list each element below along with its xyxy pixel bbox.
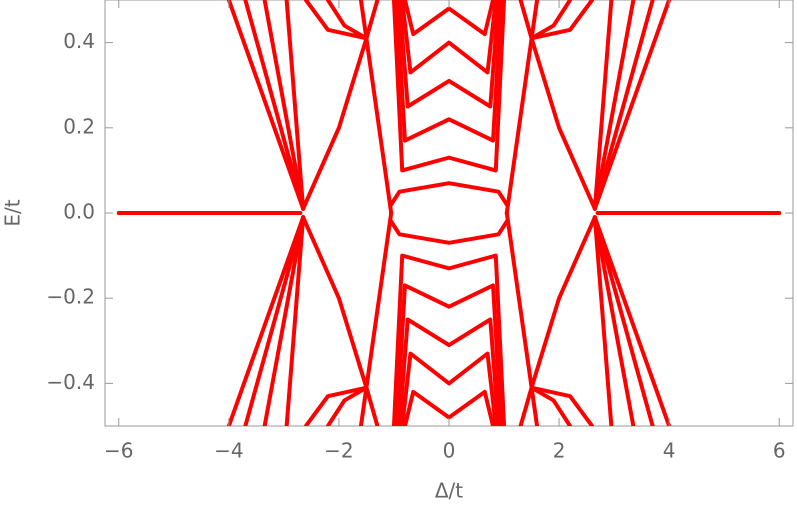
spectrum-line [529,385,573,426]
x-tick-label: 2 [553,439,566,463]
spectrum-line [394,0,504,143]
spectrum-line [284,215,306,426]
spectrum-line [504,211,540,426]
spectrum-line [389,219,509,245]
x-tick-label: −6 [104,439,133,463]
spectrum-line [592,215,636,426]
spectrum-line [592,215,614,426]
spectrum-line [529,385,595,426]
x-tick-label: −4 [214,439,243,463]
spectrum-line [592,215,655,426]
y-tick-label: 0.0 [63,200,95,224]
plot-area [116,0,782,426]
y-axis-label: E/t [1,199,25,226]
spectrum-line [301,215,369,390]
spectrum-line [529,0,595,41]
x-tick-label: 0 [443,439,456,463]
spectrum-line [592,215,672,426]
spectrum-line [325,385,369,426]
spectrum-line [529,36,597,211]
spectrum-line [284,0,306,211]
spectrum-line [592,0,672,211]
spectrum-line [592,0,655,211]
spectrum-line [364,0,380,41]
x-tick-label: −2 [324,439,353,463]
spectrum-line [397,317,501,426]
spectrum-line [391,0,507,173]
x-tick-label: 4 [663,439,676,463]
spectrum-line [358,0,394,215]
spectrum-line [504,0,540,215]
spectrum-line [262,0,306,211]
spectrum-line [303,385,369,426]
spectrum-line [402,0,496,37]
spectrum-line [325,0,369,41]
spectrum-line [301,36,369,211]
spectrum-line [518,385,534,426]
spectrum-line [226,215,306,426]
spectrum-line [400,351,498,426]
spectrum-line [529,0,573,41]
spectrum-line [226,0,306,211]
y-tick-label: −0.4 [46,370,95,394]
spectrum-line [364,385,380,426]
x-axis-label: Δ/t [435,479,463,503]
spectrum-line [358,211,394,426]
spectrum-line [303,0,369,41]
spectrum-line [592,0,636,211]
spectrum-line [400,0,498,75]
spectrum-line [518,0,534,41]
x-tick-label: 6 [773,439,786,463]
spectrum-line [402,389,496,426]
spectrum-line [262,215,306,426]
y-tick-label: 0.2 [63,114,95,138]
spectrum-line [243,0,306,211]
spectrum-line [243,215,306,426]
spectrum-line [397,0,501,109]
spectrum-line [592,0,614,211]
spectrum-line [394,283,504,426]
spectrum-line [529,215,597,390]
spectrum-line [391,253,507,426]
y-tick-label: −0.2 [46,285,95,309]
spectrum-line [389,181,509,207]
y-tick-label: 0.4 [63,29,95,53]
